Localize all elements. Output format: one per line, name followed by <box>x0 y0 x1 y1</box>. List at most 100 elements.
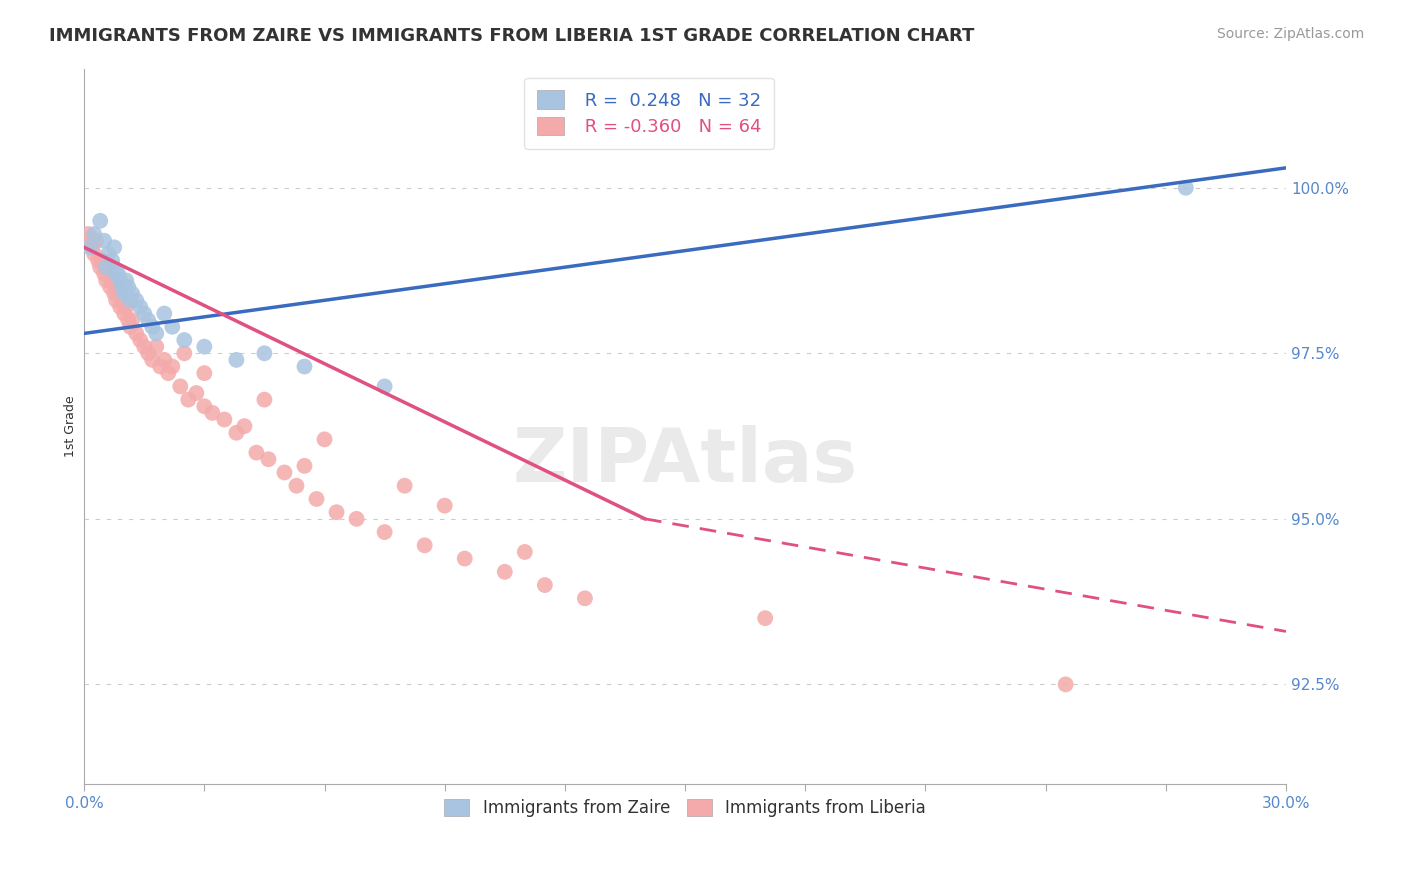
Point <box>83 247 105 261</box>
Point <box>157 366 180 380</box>
Point <box>153 307 176 321</box>
Text: ZIPAtlas: ZIPAtlas <box>513 425 858 499</box>
Legend: Immigrants from Zaire, Immigrants from Liberia: Immigrants from Zaire, Immigrants from L… <box>436 790 934 825</box>
Point <box>91 253 114 268</box>
Point <box>253 392 276 407</box>
Point <box>107 267 129 281</box>
Point <box>77 227 100 241</box>
Point <box>162 319 184 334</box>
Point <box>145 326 167 341</box>
Point <box>186 386 208 401</box>
Point <box>433 499 456 513</box>
Point <box>513 545 536 559</box>
Point <box>121 313 143 327</box>
Point <box>112 286 135 301</box>
Point <box>173 346 195 360</box>
Point <box>84 234 107 248</box>
Point <box>314 433 336 447</box>
Point <box>225 352 247 367</box>
Point <box>346 512 368 526</box>
Point <box>93 267 115 281</box>
Y-axis label: 1st Grade: 1st Grade <box>65 395 77 457</box>
Point <box>273 466 295 480</box>
Point <box>305 491 328 506</box>
Point <box>193 366 215 380</box>
Point <box>413 538 436 552</box>
Point <box>149 359 172 374</box>
Text: Source: ZipAtlas.com: Source: ZipAtlas.com <box>1216 27 1364 41</box>
Point <box>136 313 159 327</box>
Point <box>129 300 152 314</box>
Point <box>83 227 105 241</box>
Point <box>112 307 135 321</box>
Point <box>153 352 176 367</box>
Point <box>105 293 128 308</box>
Point <box>173 333 195 347</box>
Point <box>82 240 104 254</box>
Point <box>79 234 101 248</box>
Point <box>111 293 134 308</box>
Point <box>245 445 267 459</box>
Point <box>129 333 152 347</box>
Point <box>169 379 191 393</box>
Point <box>117 313 139 327</box>
Point <box>108 300 131 314</box>
Point <box>101 273 124 287</box>
Point <box>1054 677 1077 691</box>
Point <box>394 479 416 493</box>
Point <box>374 525 396 540</box>
Point <box>89 214 111 228</box>
Point <box>117 280 139 294</box>
Point <box>253 346 276 360</box>
Point <box>105 267 128 281</box>
Point <box>534 578 557 592</box>
Point <box>145 340 167 354</box>
Point <box>89 260 111 275</box>
Point <box>134 307 156 321</box>
Point <box>162 359 184 374</box>
Point <box>285 479 308 493</box>
Point <box>87 253 110 268</box>
Point <box>120 319 142 334</box>
Point <box>574 591 596 606</box>
Point <box>125 326 148 341</box>
Point <box>125 293 148 308</box>
Point <box>97 260 120 275</box>
Point <box>115 273 138 287</box>
Point <box>111 280 134 294</box>
Point <box>754 611 776 625</box>
Point <box>96 273 118 287</box>
Point <box>141 352 163 367</box>
Point <box>193 399 215 413</box>
Point <box>294 458 316 473</box>
Point <box>97 247 120 261</box>
Point <box>101 253 124 268</box>
Point <box>1174 180 1197 194</box>
Point <box>108 273 131 287</box>
Point <box>233 419 256 434</box>
Point <box>294 359 316 374</box>
Point <box>120 293 142 308</box>
Point <box>134 340 156 354</box>
Point <box>214 412 236 426</box>
Point <box>107 280 129 294</box>
Point <box>193 340 215 354</box>
Point <box>257 452 280 467</box>
Point <box>79 240 101 254</box>
Point <box>374 379 396 393</box>
Point <box>93 234 115 248</box>
Point <box>141 319 163 334</box>
Point <box>201 406 224 420</box>
Point <box>103 240 125 254</box>
Point <box>121 286 143 301</box>
Point <box>494 565 516 579</box>
Point <box>136 346 159 360</box>
Point <box>103 286 125 301</box>
Point <box>96 260 118 275</box>
Point <box>98 280 121 294</box>
Point <box>225 425 247 440</box>
Point <box>454 551 477 566</box>
Point <box>325 505 347 519</box>
Point <box>115 300 138 314</box>
Point <box>177 392 200 407</box>
